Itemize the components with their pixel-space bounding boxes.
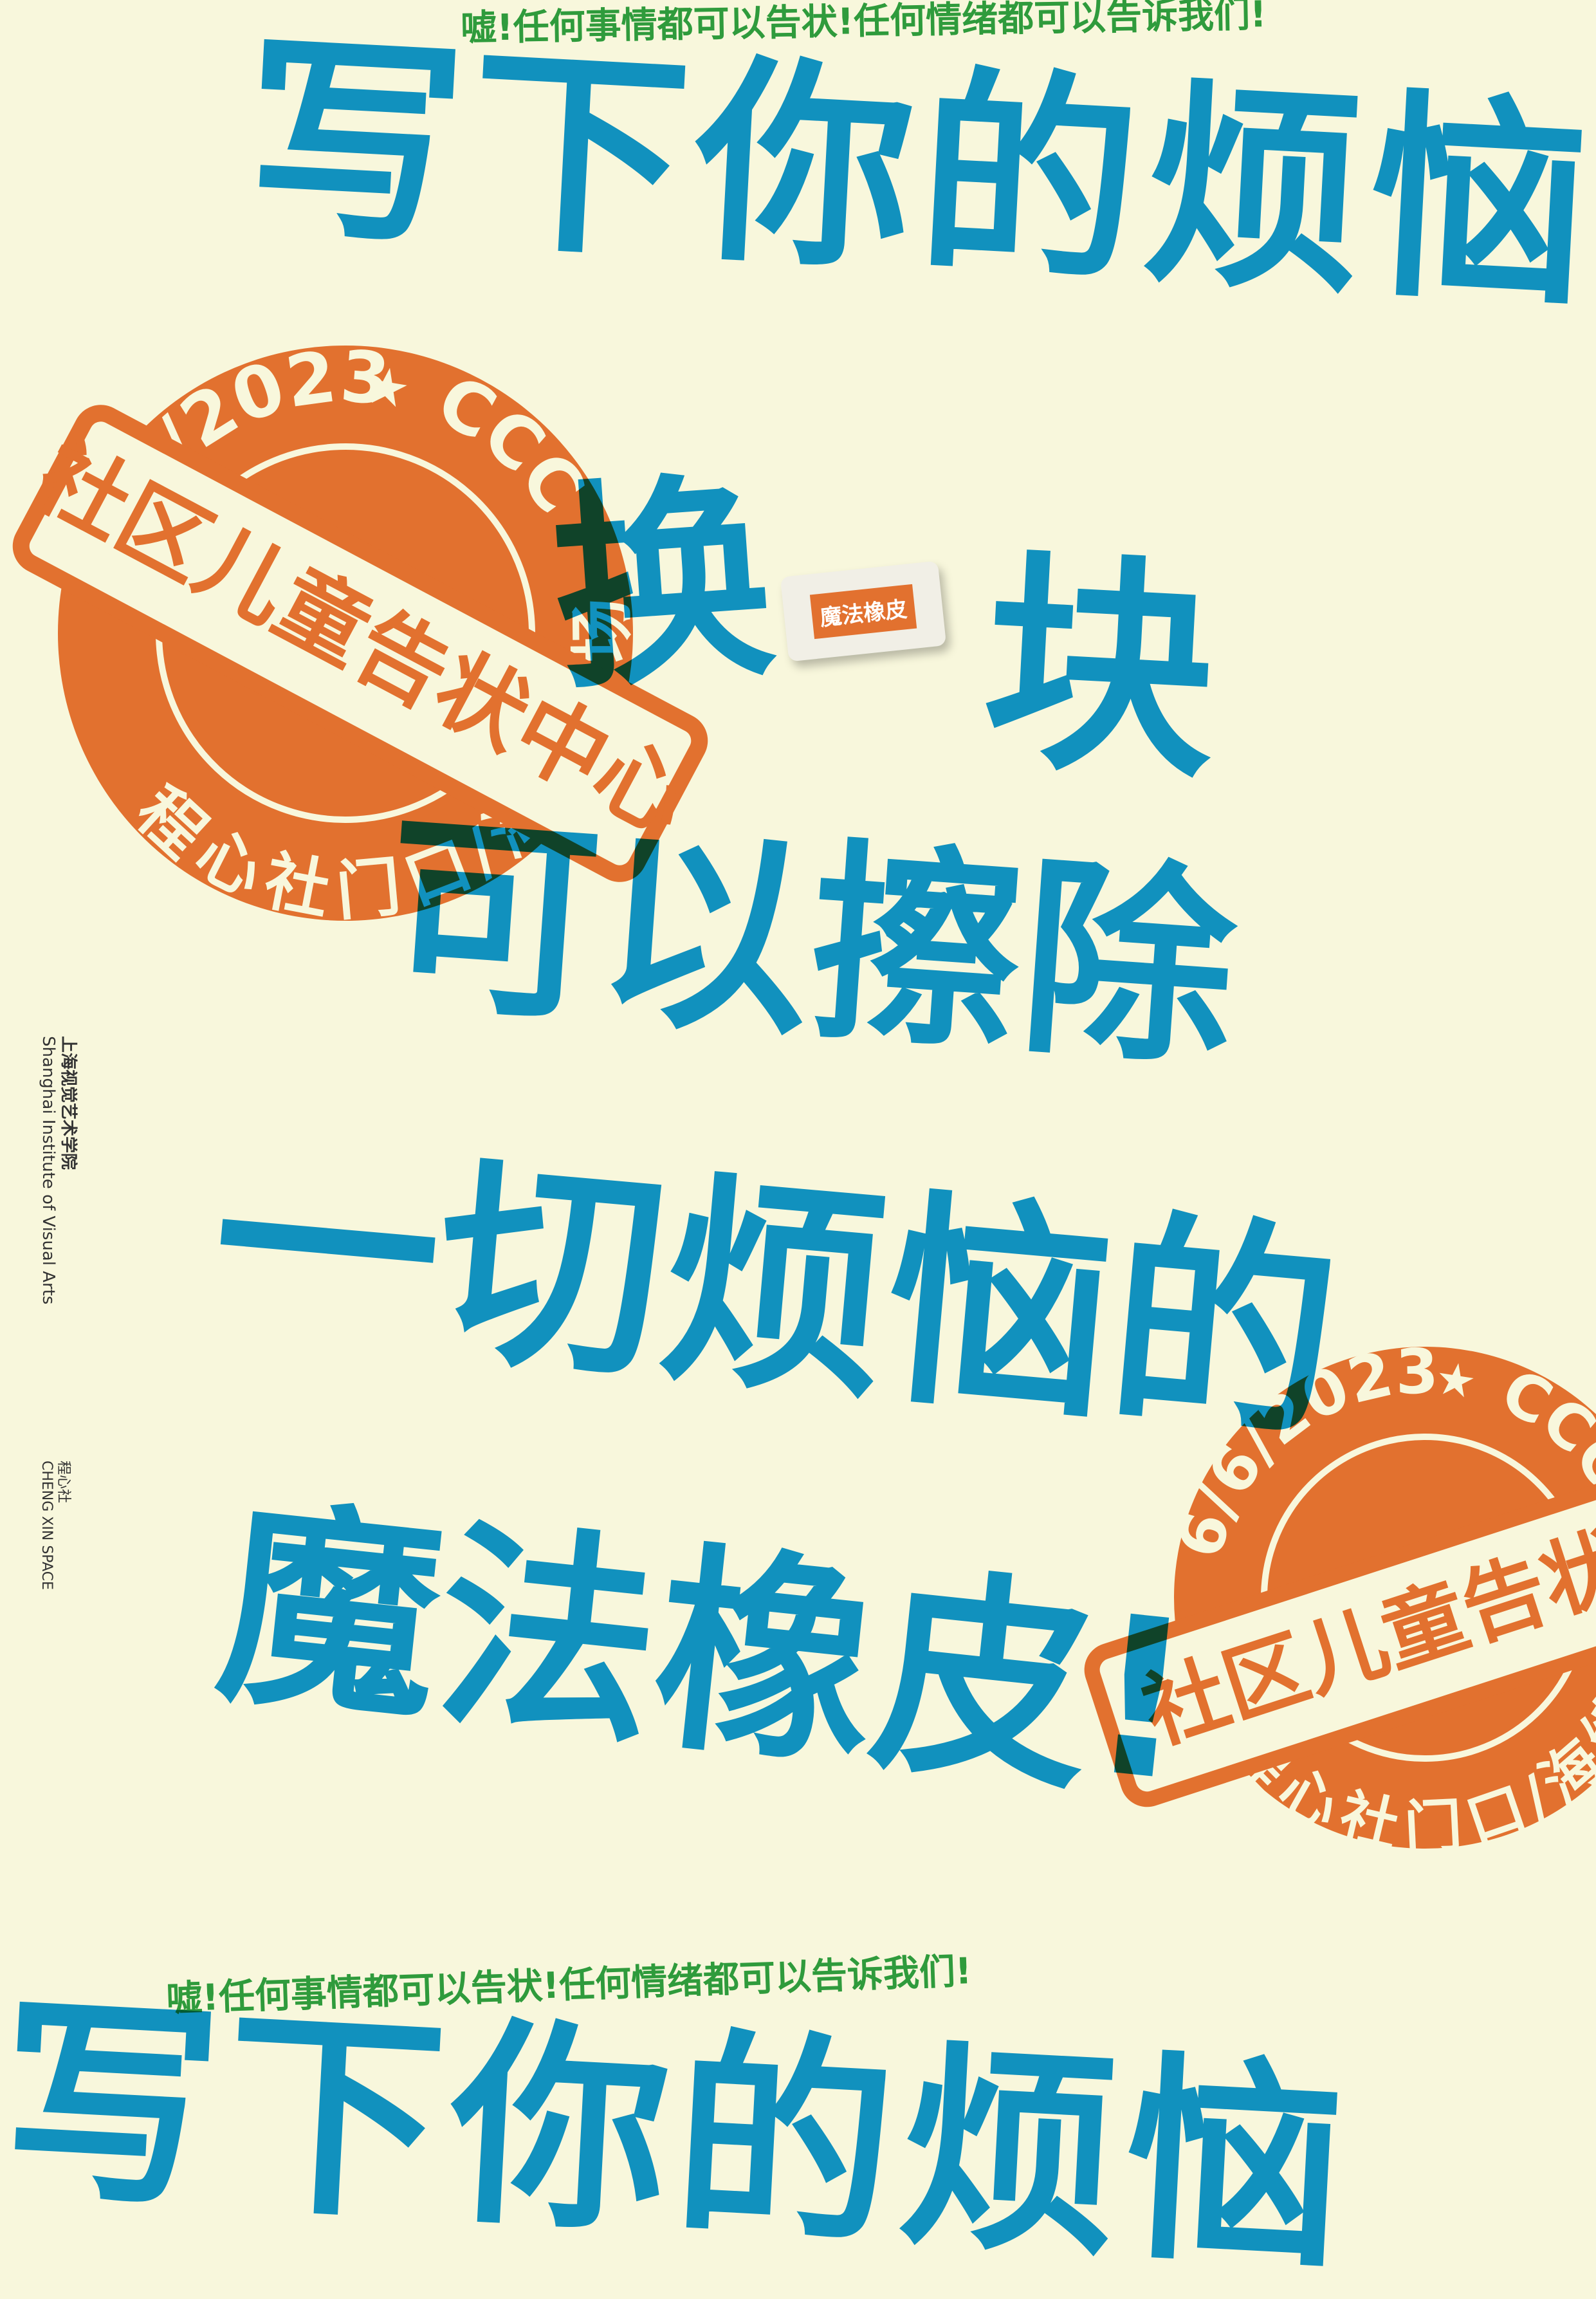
headline-line: 块	[977, 528, 1223, 810]
logo-school: 上海视觉艺术学院 Shanghai Institute of Visual Art…	[39, 1036, 82, 1304]
logo-school-en: Shanghai Institute of Visual Arts	[39, 1036, 58, 1305]
eraser-label: 魔法橡皮	[809, 584, 917, 639]
stamp-ring	[156, 443, 535, 823]
logo-space-cn: 程心社	[55, 1461, 71, 1504]
headline-bottom: 写下你的烦恼	[0, 1973, 1357, 2299]
headline-line: 写下你的烦恼	[239, 11, 1596, 337]
headline-line: 可以擦除	[378, 789, 1243, 1096]
logo-school-cn: 上海视觉艺术学院	[59, 1036, 78, 1170]
eraser-image: 魔法橡皮	[780, 560, 947, 662]
headline-line: 换	[544, 450, 781, 721]
logo-space: 程心社 CHENG XIN SPACE	[39, 1461, 75, 1590]
logo-space-en: CHENG XIN SPACE	[39, 1461, 55, 1591]
